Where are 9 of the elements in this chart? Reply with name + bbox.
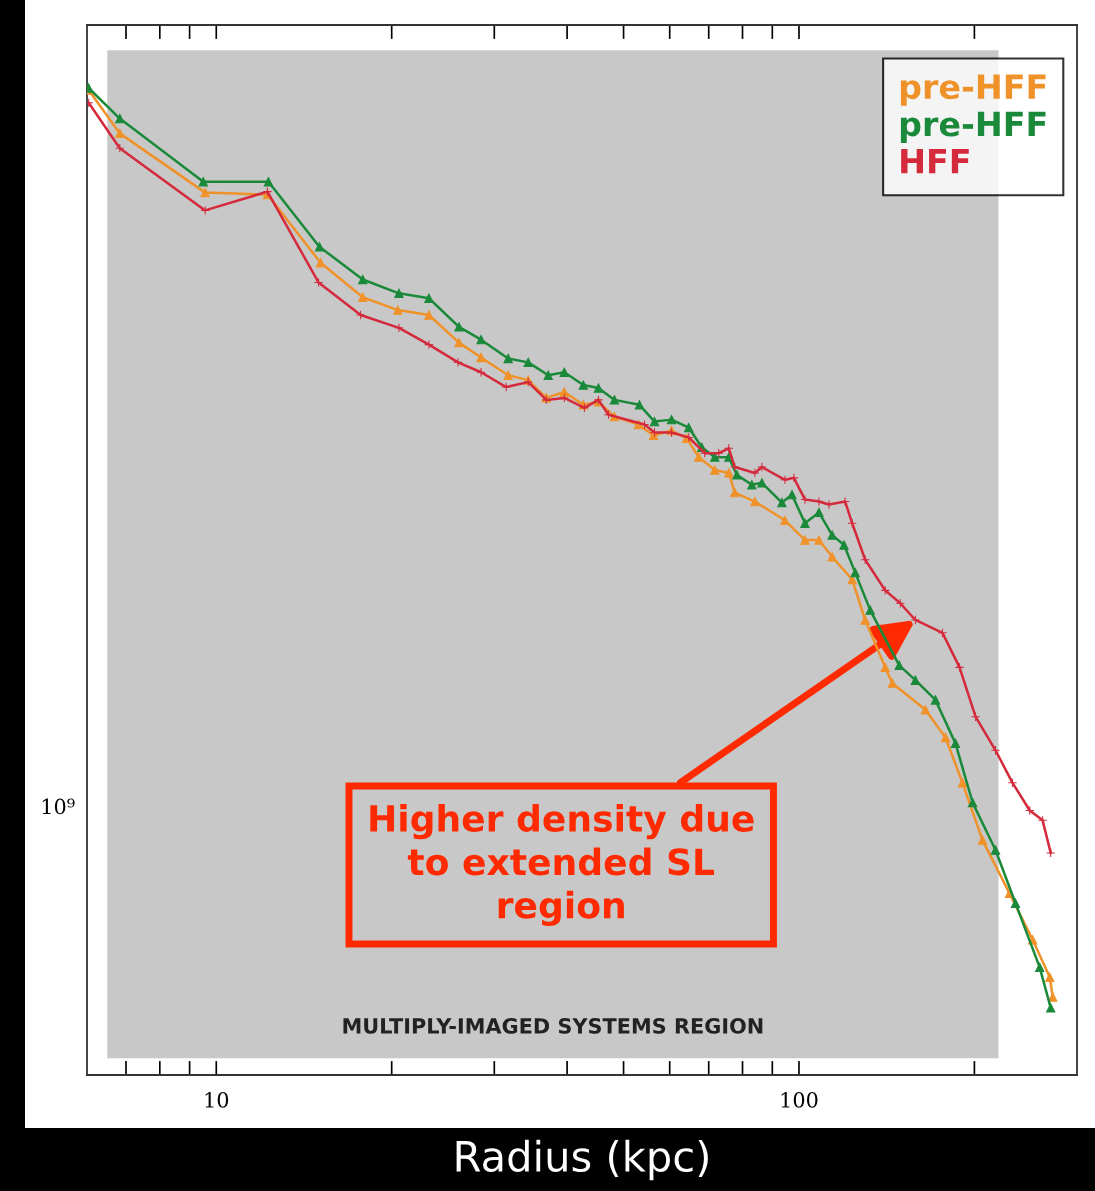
x-tick-label: 10 xyxy=(205,1092,229,1108)
annotation: Higher density due to extended SL region xyxy=(370,804,754,926)
text: 10⁹ xyxy=(42,798,75,815)
text: HFF xyxy=(901,149,969,174)
x-axis-title: Radius (kpc) xyxy=(456,1139,708,1181)
text: pre-HFF xyxy=(900,111,1046,143)
band-label: MULTIPLY-IMAGED SYSTEMS REGION xyxy=(343,1018,763,1034)
text: pre-HFF xyxy=(900,74,1046,106)
x-tick-label: 100 xyxy=(781,1092,818,1108)
